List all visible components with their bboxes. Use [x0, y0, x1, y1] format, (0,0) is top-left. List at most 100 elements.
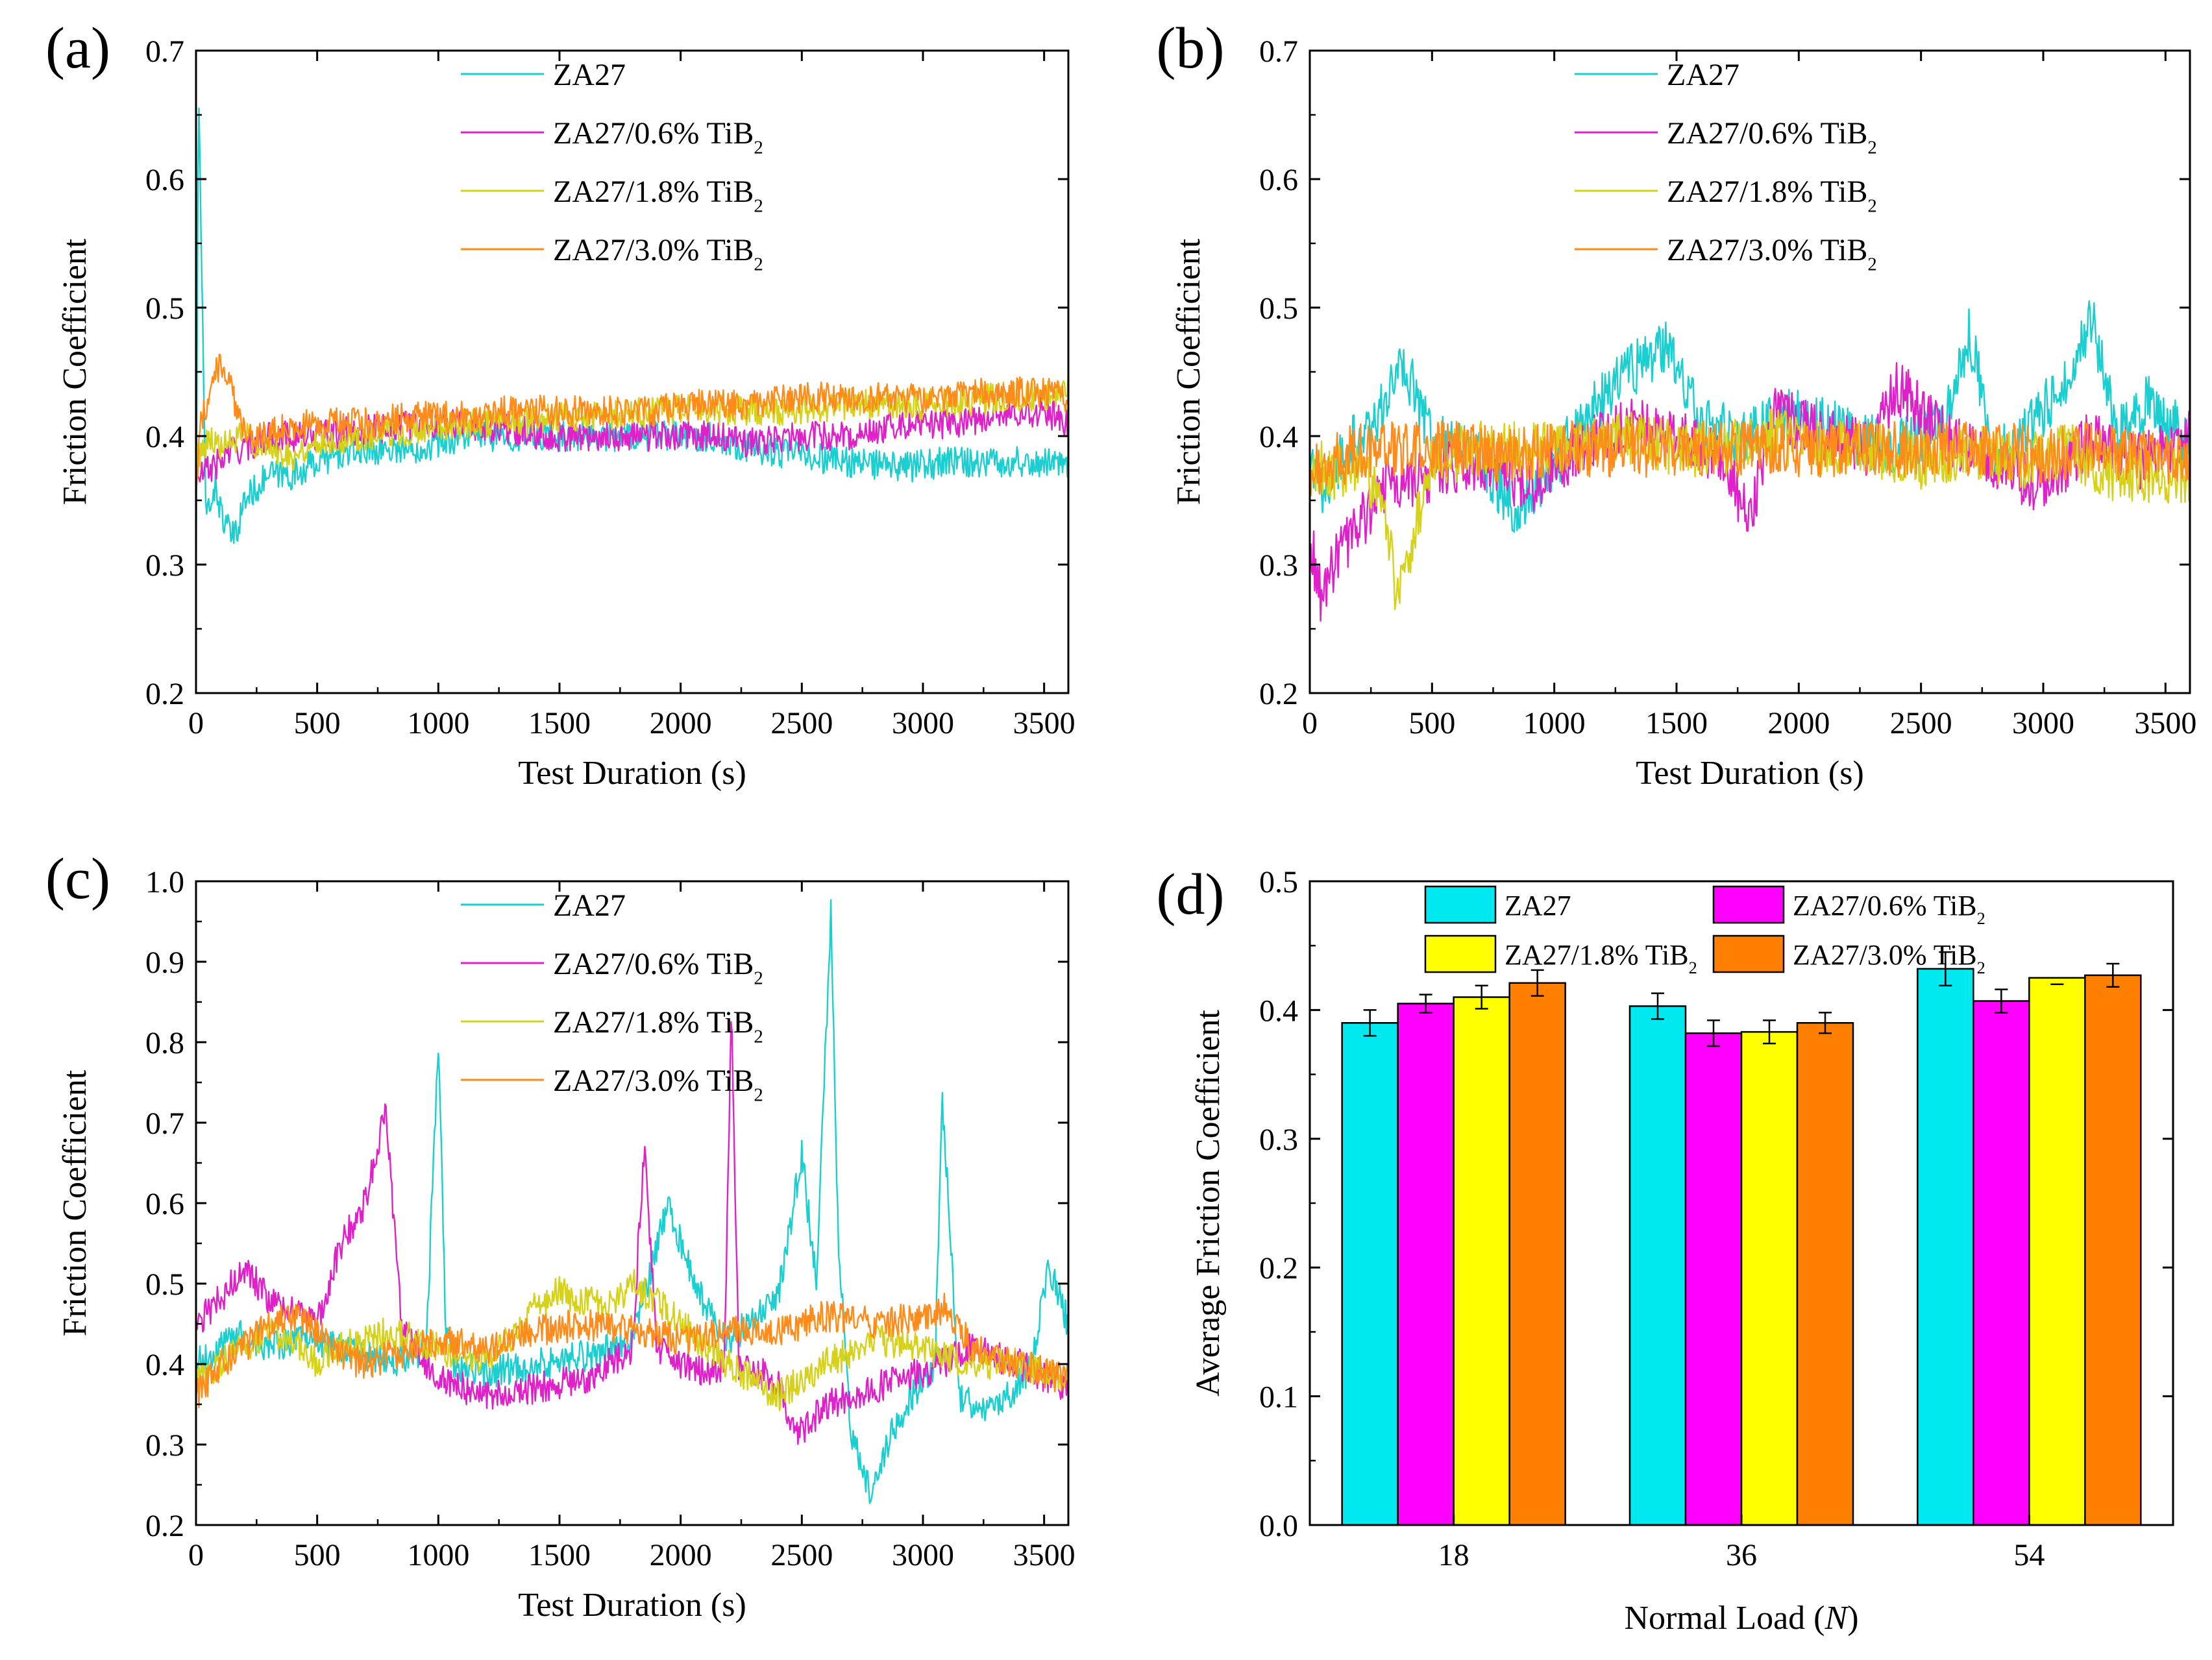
legend-swatch-2: [1424, 934, 1497, 973]
legend-label-1: ZA27/0.6% TiB2: [1667, 116, 1877, 158]
x-axis-label: Test Duration (s): [518, 1587, 746, 1624]
legend-label-3: ZA27/3.0% TiB2: [1793, 939, 1985, 977]
y-tick-label: 0.4: [145, 1348, 184, 1382]
x-tick-label: 3000: [892, 1538, 954, 1572]
y-axis-label: Friction Coefficient: [56, 1069, 93, 1336]
y-tick-label: 0.2: [145, 1509, 184, 1543]
x-axis-label: Test Duration (s): [518, 755, 746, 792]
x-tick-label: 54: [2013, 1538, 2045, 1572]
legend-label-3: ZA27/3.0% TiB2: [553, 233, 763, 275]
legend-label-0: ZA27: [1505, 890, 1571, 922]
legend-label-0: ZA27: [1667, 58, 1739, 92]
y-tick-label: 0.8: [145, 1026, 184, 1060]
y-tick-label: 0.7: [1259, 34, 1298, 69]
y-tick-label: 0.2: [1259, 1251, 1298, 1286]
x-tick-label: 3500: [2134, 706, 2196, 740]
x-tick-label: 3500: [1013, 706, 1075, 740]
series-line-0: [196, 899, 1068, 1504]
y-tick-label: 0.6: [145, 1187, 184, 1221]
bar-1-2: [1972, 1000, 2030, 1526]
panel-d: 18 36 54 0.0 0.1 0.2 0.3 0.4 0.5 Normal Load (N) A…: [1157, 862, 2174, 1637]
legend-label-3: ZA27/3.0% TiB2: [553, 1064, 763, 1105]
y-tick-label: 0.5: [1259, 865, 1298, 899]
y-axis-label: Friction Coefficient: [56, 238, 93, 505]
x-tick-label: 500: [294, 1538, 341, 1572]
legend-label-1: ZA27/0.6% TiB2: [553, 947, 763, 988]
x-tick-label: 2500: [1890, 706, 1952, 740]
bar-0-0: [1341, 1021, 1399, 1526]
y-tick-label: 0.3: [145, 548, 184, 583]
y-tick-label: 0.4: [1259, 420, 1298, 454]
x-tick-label: 1000: [1523, 706, 1586, 740]
series-line-2: [196, 1269, 1068, 1411]
panel-label: (d): [1157, 862, 1225, 927]
legend-label-0: ZA27: [553, 58, 626, 92]
legend-swatch-1: [1712, 885, 1785, 924]
y-tick-label: 0.5: [145, 1267, 184, 1302]
y-tick-label: 0.5: [145, 291, 184, 326]
legend-label-2: ZA27/1.8% TiB2: [553, 1005, 763, 1047]
series-line-3: [1310, 420, 2190, 496]
y-axis-label: Average Friction Coefficient: [1190, 1010, 1227, 1397]
series-group: [196, 107, 1068, 597]
panel-label: (b): [1157, 16, 1225, 80]
panel-label: (a): [45, 16, 110, 80]
x-tick-label: 2000: [1767, 706, 1830, 740]
x-tick-label: 2000: [650, 706, 712, 740]
bar-1-0: [1397, 1003, 1455, 1526]
bar-2-0: [1453, 996, 1510, 1526]
x-tick-label: 1000: [407, 706, 469, 740]
x-tick-label: 36: [1726, 1538, 1757, 1572]
bar-3-0: [1508, 982, 1566, 1526]
series-group: [196, 899, 1068, 1504]
series-line-1: [196, 1021, 1068, 1445]
bar-1-1: [1684, 1032, 1743, 1526]
legend-label-3: ZA27/3.0% TiB2: [1667, 233, 1877, 275]
series-line-1: [1310, 362, 2190, 622]
x-tick-label: 3000: [2012, 706, 2074, 740]
y-tick-label: 0.3: [1259, 1123, 1298, 1157]
y-tick-label: 0.2: [1259, 677, 1298, 711]
y-tick-label: 0.9: [145, 946, 184, 980]
x-tick-label: 500: [1408, 706, 1455, 740]
legend-label-0: ZA27: [553, 888, 626, 923]
x-tick-label: 2500: [770, 706, 833, 740]
legend-label-1: ZA27/0.6% TiB2: [1793, 890, 1985, 928]
x-tick-label: 500: [294, 706, 341, 740]
panel-label: (c): [45, 847, 110, 911]
panel-c: 0.2 0.3 0.4 0.5 0.6 0.7 0.8 0.9 1.0 0 500 1000 1500 2…: [45, 847, 1075, 1624]
series-line-3: [196, 1292, 1068, 1409]
x-tick-label: 2500: [770, 1538, 833, 1572]
bar-3-2: [2084, 974, 2142, 1526]
legend-label-1: ZA27/0.6% TiB2: [553, 116, 763, 158]
x-tick-label: 1500: [528, 1538, 591, 1572]
y-tick-label: 0.5: [1259, 291, 1298, 326]
y-tick-label: 0.0: [1259, 1509, 1298, 1543]
y-tick-label: 0.6: [1259, 163, 1298, 197]
x-tick-label: 0: [188, 1538, 204, 1572]
legend-swatch-0: [1424, 885, 1497, 924]
y-tick-label: 0.6: [145, 163, 184, 197]
legend-swatch-3: [1712, 934, 1785, 973]
panel-b: 0.2 0.3 0.4 0.5 0.6 0.7 0 500 1000 1500 2000 2500 30…: [1157, 16, 2197, 792]
y-tick-label: 0.3: [1259, 548, 1298, 583]
y-tick-label: 0.7: [145, 1106, 184, 1141]
bar-2-2: [2028, 977, 2086, 1526]
y-tick-label: 0.7: [145, 34, 184, 69]
x-tick-label: 1500: [1645, 706, 1708, 740]
x-tick-label: 3500: [1013, 1538, 1075, 1572]
y-tick-label: 0.3: [145, 1428, 184, 1463]
bar-0-2: [1917, 968, 1974, 1526]
x-tick-label: 3000: [892, 706, 954, 740]
x-tick-label: 1500: [528, 706, 591, 740]
legend-label-2: ZA27/1.8% TiB2: [1667, 175, 1877, 216]
y-tick-label: 0.4: [1259, 994, 1298, 1028]
legend-label-2: ZA27/1.8% TiB2: [1505, 939, 1697, 977]
y-tick-label: 0.2: [145, 677, 184, 711]
y-tick-label: 1.0: [145, 865, 184, 899]
bar-3-1: [1796, 1021, 1854, 1526]
panel-a: 0.2 0.3 0.4 0.5 0.6 0.7 0 500 1000 1500 2000 2500 30…: [45, 16, 1075, 792]
series-group: [1310, 300, 2190, 622]
series-line-3: [196, 353, 1068, 493]
